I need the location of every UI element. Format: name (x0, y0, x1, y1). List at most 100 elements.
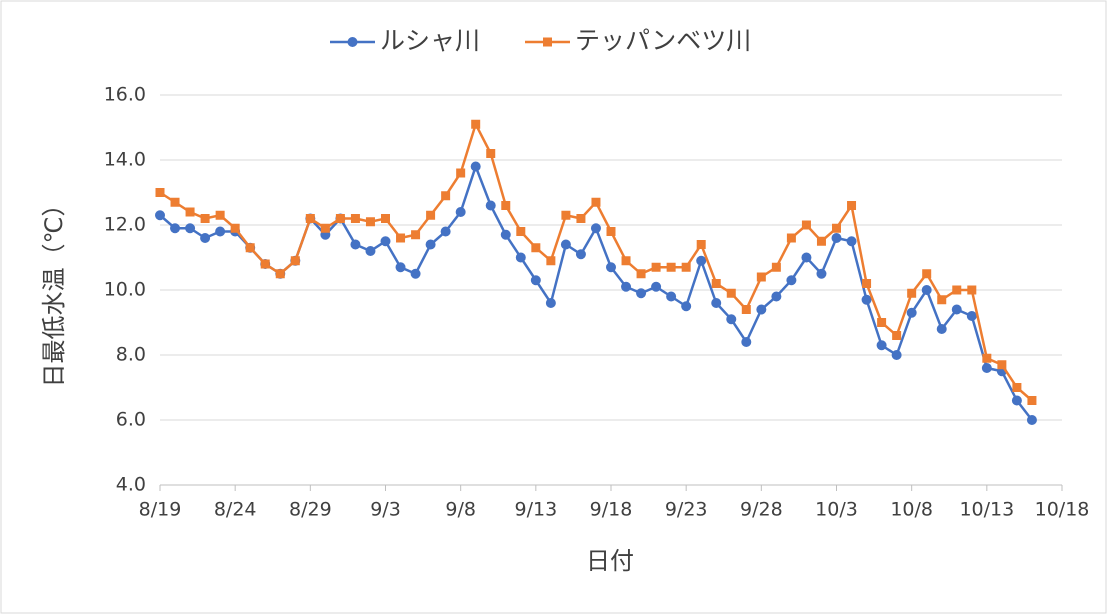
data-point (982, 353, 992, 363)
data-point (275, 269, 285, 279)
x-tick-label: 9/8 (445, 499, 476, 521)
data-point (846, 236, 857, 247)
data-point (200, 214, 210, 223)
data-point (335, 214, 345, 223)
x-tick-label: 8/24 (214, 499, 257, 521)
x-tick-label: 10/3 (815, 499, 858, 521)
x-tick-label: 9/23 (665, 499, 708, 521)
x-tick-label: 8/29 (289, 499, 332, 521)
y-tick-label: 6.0 (116, 409, 146, 431)
data-point (486, 149, 496, 158)
data-point (200, 233, 211, 243)
data-point (832, 223, 841, 233)
data-point (591, 197, 601, 207)
data-point (816, 268, 827, 279)
data-point (801, 220, 811, 230)
data-point (816, 236, 826, 246)
data-point (576, 214, 586, 223)
data-point (456, 168, 466, 178)
y-tick-label: 8.0 (116, 344, 146, 366)
data-point (877, 318, 887, 327)
data-point (350, 239, 361, 250)
data-point (741, 305, 751, 314)
legend-label: テッパンベツ川 (575, 26, 751, 55)
data-point (1027, 396, 1037, 405)
data-point (756, 272, 766, 282)
x-axis-title: 日付 (586, 547, 634, 575)
data-point (847, 201, 857, 210)
data-point (365, 246, 376, 256)
data-point (606, 262, 616, 273)
data-point (516, 227, 526, 236)
data-point (966, 311, 977, 321)
data-point (621, 281, 632, 292)
data-point (771, 291, 782, 302)
data-point (711, 298, 722, 308)
data-point (711, 279, 721, 288)
data-point (155, 188, 165, 197)
data-point (636, 288, 647, 299)
data-point (500, 229, 511, 240)
data-point (215, 226, 226, 237)
data-point (185, 223, 196, 234)
data-point (560, 239, 571, 250)
data-point (441, 191, 451, 201)
y-tick-label: 10.0 (104, 279, 146, 301)
data-point (530, 275, 541, 286)
data-point (185, 207, 195, 217)
y-axis-title: 日最低水温（℃） (40, 193, 68, 388)
data-point (396, 233, 406, 243)
data-point (831, 233, 842, 243)
data-point (531, 243, 541, 253)
data-point (771, 262, 781, 272)
legend-label: ルシャ川 (380, 26, 480, 55)
data-point (951, 304, 962, 315)
data-point (245, 243, 255, 253)
data-point (365, 217, 375, 227)
data-point (862, 279, 872, 288)
data-point (440, 226, 451, 237)
data-point (155, 210, 165, 221)
data-point (651, 281, 662, 292)
data-point (786, 275, 797, 286)
y-tick-label: 14.0 (104, 149, 146, 171)
legend-marker (543, 37, 552, 47)
x-tick-label: 10/18 (1035, 499, 1090, 521)
x-tick-label: 9/18 (590, 499, 633, 521)
data-point (260, 259, 270, 269)
data-point (681, 262, 691, 272)
data-point (681, 301, 692, 312)
data-point (606, 227, 616, 236)
data-point (952, 285, 962, 295)
data-point (621, 256, 631, 266)
data-point (666, 262, 676, 272)
x-tick-label: 9/3 (370, 499, 401, 521)
data-point (426, 210, 436, 220)
data-point (801, 252, 812, 263)
x-tick-label: 8/19 (139, 499, 182, 521)
data-point (906, 307, 917, 318)
data-point (726, 314, 737, 325)
data-point (215, 210, 225, 220)
data-point (892, 331, 902, 340)
data-point (471, 119, 481, 129)
data-point (350, 214, 360, 223)
data-point (726, 288, 736, 298)
data-point (485, 200, 496, 211)
data-point (380, 236, 391, 247)
y-tick-label: 12.0 (104, 214, 146, 236)
data-point (425, 239, 436, 250)
data-point (545, 298, 556, 308)
data-point (937, 295, 947, 305)
data-point (290, 256, 300, 266)
data-point (411, 230, 421, 240)
data-point (410, 268, 421, 279)
data-point (1011, 395, 1022, 406)
data-point (501, 201, 511, 210)
data-point (470, 161, 481, 172)
data-point (636, 269, 646, 279)
data-point (936, 324, 947, 334)
data-point (651, 262, 661, 272)
data-point (876, 340, 887, 351)
